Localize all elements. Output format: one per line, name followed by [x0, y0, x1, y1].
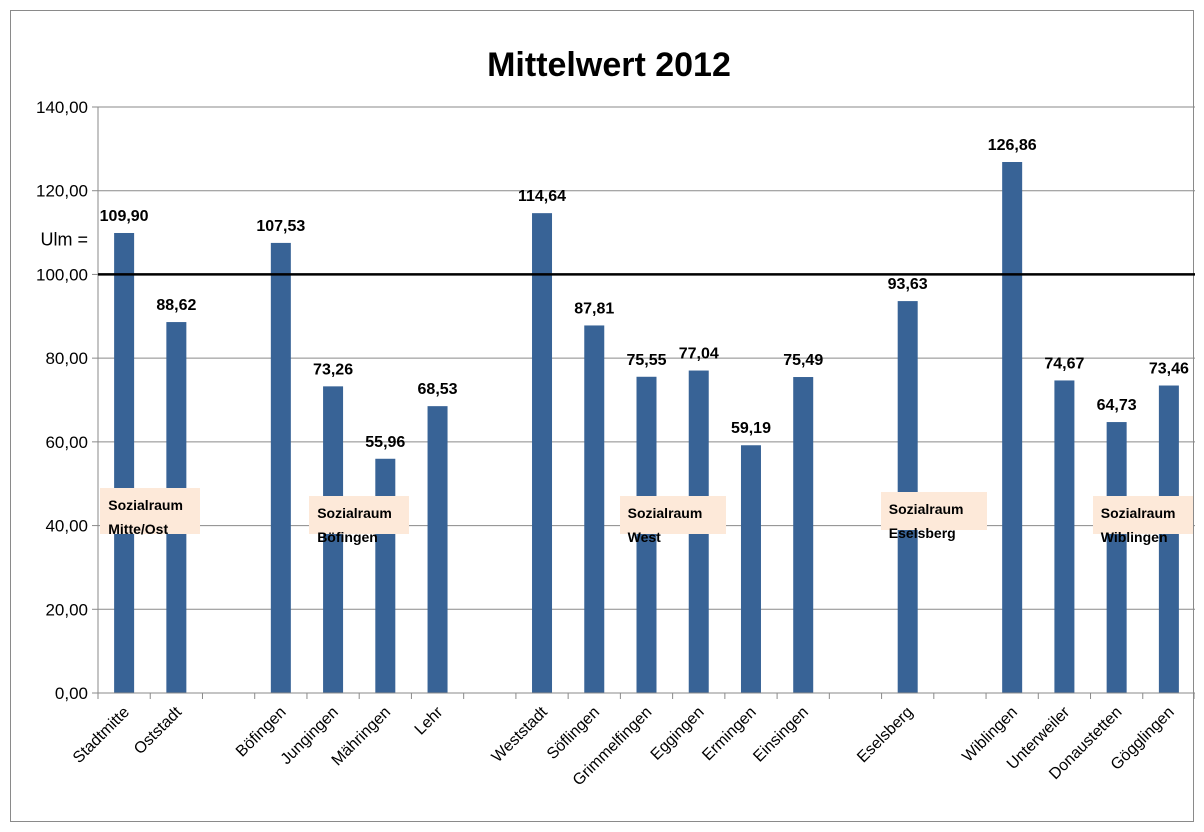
- data-label: 109,90: [100, 208, 149, 225]
- bar: [375, 458, 396, 693]
- data-label: 93,63: [888, 276, 928, 293]
- x-tick-label: Oststadt: [131, 703, 186, 758]
- bar: [636, 376, 657, 693]
- data-label: 73,26: [313, 361, 353, 378]
- region-annotation: Sozialraum Eselsberg: [880, 492, 987, 541]
- x-tick-label: Eselsberg: [854, 704, 916, 766]
- x-tick-label: Stadtmitte: [70, 704, 133, 767]
- x-tick-label: Einsingen: [750, 704, 812, 766]
- data-label: 114,64: [518, 188, 566, 205]
- bar: [740, 445, 761, 693]
- bar: [427, 406, 448, 693]
- bar: [793, 377, 814, 693]
- bar: [270, 242, 291, 693]
- data-label: 64,73: [1097, 397, 1137, 414]
- bar: [1158, 385, 1179, 693]
- y-tick-label: 100,00: [36, 265, 88, 284]
- bar: [114, 232, 135, 694]
- bar: [1002, 162, 1023, 693]
- x-tick-label: Weststadt: [489, 703, 552, 766]
- data-label: 55,96: [365, 434, 405, 451]
- data-label: 77,04: [679, 346, 719, 363]
- bar-chart: Mittelwert 2012 109,90 88,62 107,53 73,26 55…: [36, 46, 1195, 789]
- chart-frame: Mittelwert 2012 109,90 88,62 107,53 73,26 55…: [10, 10, 1195, 822]
- reference-line-label: Ulm =: [40, 229, 88, 249]
- bar: [532, 213, 553, 693]
- region-annotation: Sozialraum Mitte/Ost: [100, 487, 201, 537]
- x-tick-label: Lehr: [412, 703, 447, 738]
- region-annotation: Sozialraum Böfingen: [309, 496, 410, 545]
- bar: [1054, 380, 1075, 693]
- y-tick-label: 20,00: [45, 600, 88, 619]
- region-annotation: Sozialraum Wiblingen: [1092, 496, 1193, 545]
- data-label: 126,86: [988, 137, 1037, 154]
- reference-line: Ulm =: [40, 229, 1195, 276]
- data-labels: 109,90 88,62 107,53 73,26 55,96 68,53 114,64 87…: [100, 137, 1189, 451]
- bar-series: [114, 162, 1179, 694]
- data-label: 59,19: [731, 420, 771, 437]
- data-label: 68,53: [418, 381, 458, 398]
- y-tick-label: 140,00: [36, 98, 88, 117]
- data-label: 75,49: [783, 352, 823, 369]
- data-label: 75,55: [626, 352, 666, 369]
- data-label: 88,62: [156, 297, 196, 314]
- x-tick-label: Eggingen: [648, 704, 708, 764]
- y-tick-label: 80,00: [45, 349, 88, 368]
- y-tick-label: 0,00: [55, 684, 88, 703]
- axes: [97, 107, 1195, 699]
- bar: [584, 325, 605, 693]
- chart-title: Mittelwert 2012: [487, 46, 731, 84]
- bar: [323, 386, 344, 693]
- data-label: 74,67: [1044, 355, 1084, 372]
- y-tick-label: 120,00: [36, 182, 88, 201]
- y-tick-label: 60,00: [45, 433, 88, 452]
- region-annotation: Sozialraum West: [619, 496, 726, 545]
- data-label: 73,46: [1149, 361, 1189, 378]
- y-tick-label: 40,00: [45, 517, 88, 536]
- data-label: 87,81: [574, 300, 614, 317]
- data-label: 107,53: [256, 218, 305, 235]
- bar: [1106, 422, 1127, 693]
- y-axis-ticks: 0,00 20,00 40,00 60,00 80,00 100,00 120,00 140,…: [36, 98, 98, 703]
